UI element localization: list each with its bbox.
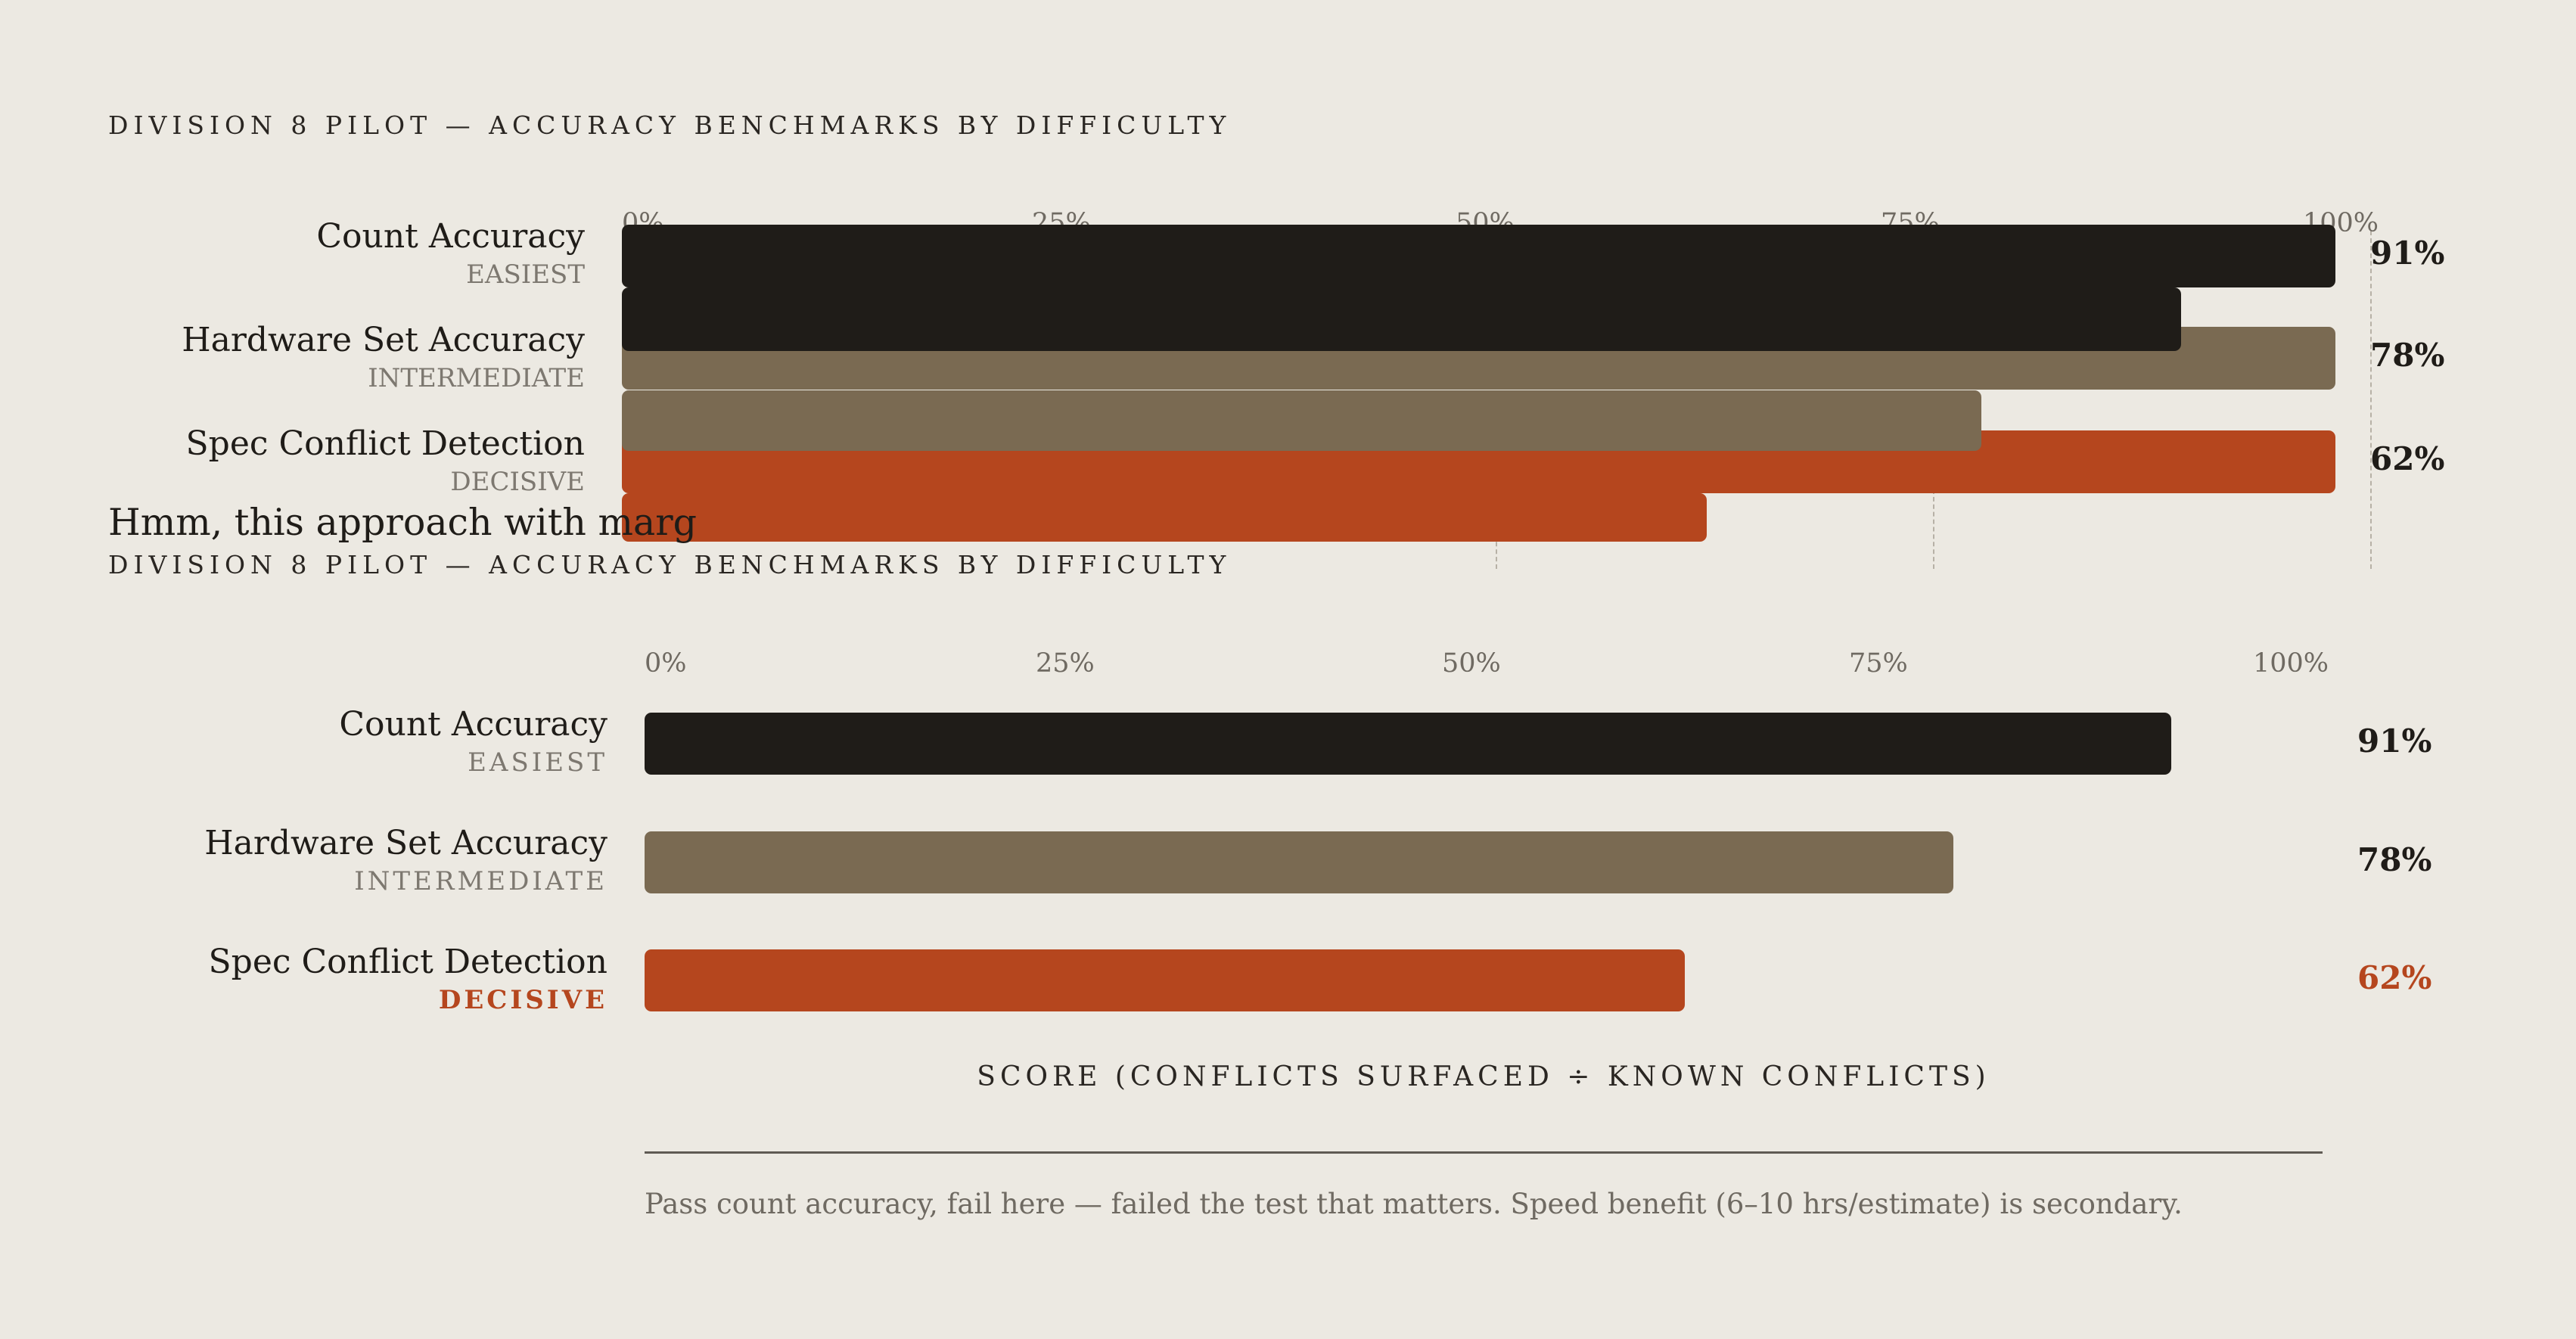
- chart-caption: Pass count accuracy, fail here — failed …: [645, 1188, 2183, 1220]
- bar-spec-conflict-detection: [645, 949, 1686, 1011]
- x-axis-label: SCORE (CONFLICTS SURFACED ÷ KNOWN CONFLI…: [977, 1061, 1990, 1092]
- tick-label-50: 50%: [1442, 648, 1501, 679]
- difficulty-label-decisive: DECISIVE: [450, 467, 585, 497]
- value-label-spec-conflict-detection: 62%: [2370, 440, 2445, 477]
- row-label-spec-conflict-detection: Spec Conflict Detection: [208, 943, 607, 981]
- row-label-hardware-set-accuracy: Hardware Set Accuracy: [182, 321, 585, 359]
- chart-title: DIVISION 8 PILOT — ACCURACY BENCHMARKS B…: [108, 110, 1232, 140]
- gridline-100: [2370, 231, 2372, 569]
- chart-title: DIVISION 8 PILOT — ACCURACY BENCHMARKS B…: [108, 550, 1232, 579]
- value-label-hardware-set-accuracy: 78%: [2357, 841, 2432, 878]
- value-label-count-accuracy: 91%: [2370, 235, 2445, 272]
- row-label-count-accuracy: Count Accuracy: [316, 217, 585, 256]
- tick-label-25: 25%: [1036, 648, 1095, 679]
- bar-count-accuracy: [622, 287, 2182, 351]
- bar-hardware-set-accuracy: [645, 831, 1954, 893]
- divider: [645, 1151, 2323, 1154]
- difficulty-label-easiest: EASIEST: [468, 747, 607, 778]
- tick-label-75: 75%: [1849, 648, 1908, 679]
- row-label-spec-conflict-detection: Spec Conflict Detection: [185, 424, 585, 463]
- bar-hardware-set-accuracy: [622, 390, 1981, 451]
- row-label-count-accuracy: Count Accuracy: [339, 705, 607, 744]
- difficulty-label-decisive: DECISIVE: [438, 985, 607, 1015]
- difficulty-label-intermediate: INTERMEDIATE: [368, 363, 585, 393]
- value-label-spec-conflict-detection: 62%: [2357, 959, 2432, 996]
- difficulty-label-easiest: EASIEST: [466, 259, 585, 290]
- bar-spec-conflict-detection: [622, 493, 1707, 542]
- tick-label-100: 100%: [2253, 648, 2329, 679]
- tick-label-0: 0%: [645, 648, 687, 679]
- difficulty-label-intermediate: INTERMEDIATE: [354, 866, 607, 896]
- value-label-count-accuracy: 91%: [2357, 722, 2432, 760]
- bar-track-count-accuracy: [622, 225, 2335, 287]
- row-label-hardware-set-accuracy: Hardware Set Accuracy: [204, 824, 607, 862]
- overlapping-note-text: Hmm, this approach with marg: [108, 501, 698, 544]
- bar-count-accuracy: [645, 713, 2172, 775]
- value-label-hardware-set-accuracy: 78%: [2370, 337, 2445, 374]
